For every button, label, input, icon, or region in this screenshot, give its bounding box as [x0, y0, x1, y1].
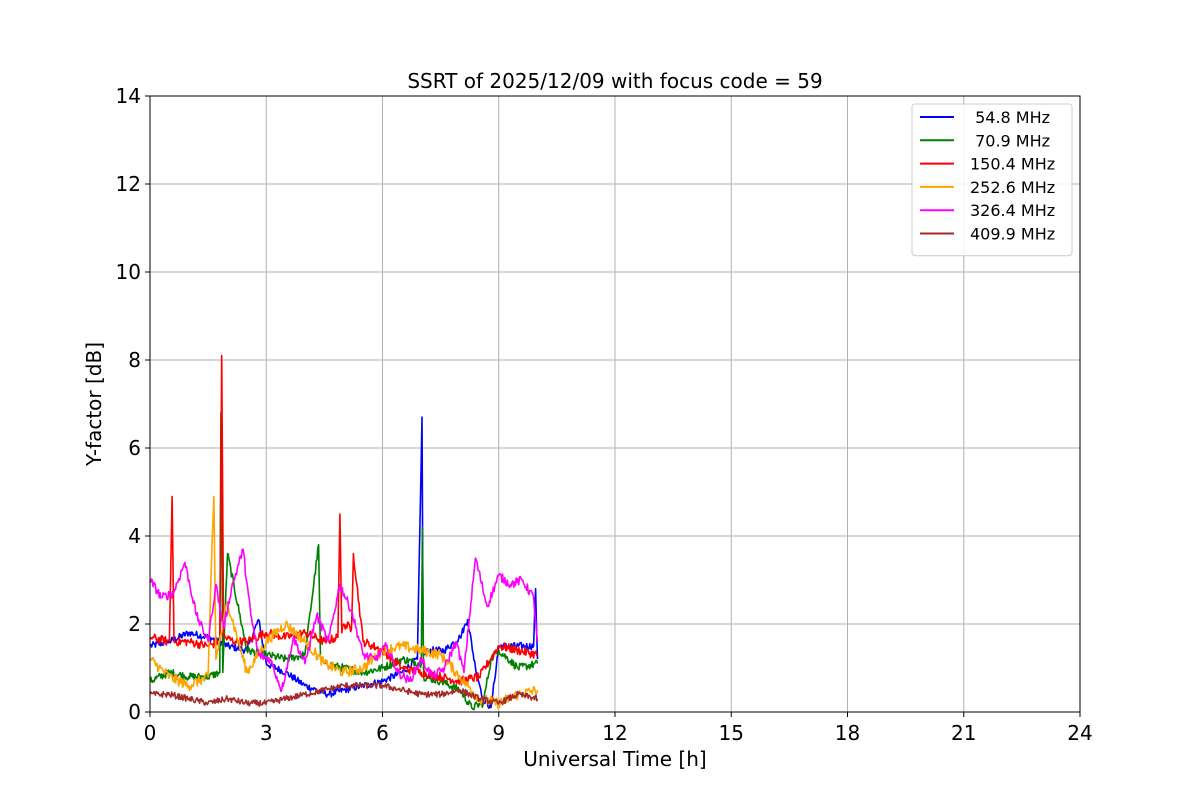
legend-entry-label: 326.4 MHz [970, 201, 1055, 220]
x-tick-label: 15 [719, 721, 744, 745]
y-tick-label: 0 [128, 700, 141, 724]
series-line [150, 495, 539, 709]
series-line [150, 548, 539, 693]
chart-title: SSRT of 2025/12/09 with focus code = 59 [407, 69, 822, 93]
x-tick-label: 24 [1067, 721, 1092, 745]
series-line [150, 412, 539, 711]
y-tick-label: 14 [116, 84, 141, 108]
y-tick-label: 4 [128, 524, 141, 548]
y-tick-label: 10 [116, 260, 141, 284]
series-line [150, 681, 539, 708]
y-axis-ticks: 0 2 4 6 8 10 12 14 [116, 84, 150, 724]
legend-entry-label: 70.9 MHz [970, 131, 1050, 150]
x-tick-label: 12 [602, 721, 627, 745]
y-tick-label: 6 [128, 436, 141, 460]
y-tick-label: 8 [128, 348, 141, 372]
legend-entry-label: 252.6 MHz [970, 178, 1055, 197]
legend-entry-label: 54.8 MHz [970, 108, 1050, 127]
x-tick-label: 21 [951, 721, 976, 745]
legend-entry-label: 409.9 MHz [970, 225, 1055, 244]
x-tick-label: 9 [492, 721, 505, 745]
y-tick-label: 2 [128, 612, 141, 636]
x-tick-label: 18 [835, 721, 860, 745]
plot-area [150, 354, 539, 711]
series-line [150, 416, 539, 709]
legend: 54.8 MHz 70.9 MHz 150.4 MHz 252.6 MHz 326.4… [911, 103, 1073, 257]
legend-box [911, 103, 1073, 257]
y-axis-label: Y-factor [dB] [82, 342, 106, 467]
legend-entry-label: 150.4 MHz [970, 155, 1055, 174]
x-tick-label: 0 [144, 721, 157, 745]
x-axis-label: Universal Time [h] [523, 747, 706, 771]
x-tick-label: 3 [260, 721, 273, 745]
x-axis-ticks: 0 3 6 9 12 15 18 21 24 [144, 712, 1093, 745]
series-lines [150, 354, 539, 711]
x-tick-label: 6 [376, 721, 389, 745]
y-tick-label: 12 [116, 172, 141, 196]
